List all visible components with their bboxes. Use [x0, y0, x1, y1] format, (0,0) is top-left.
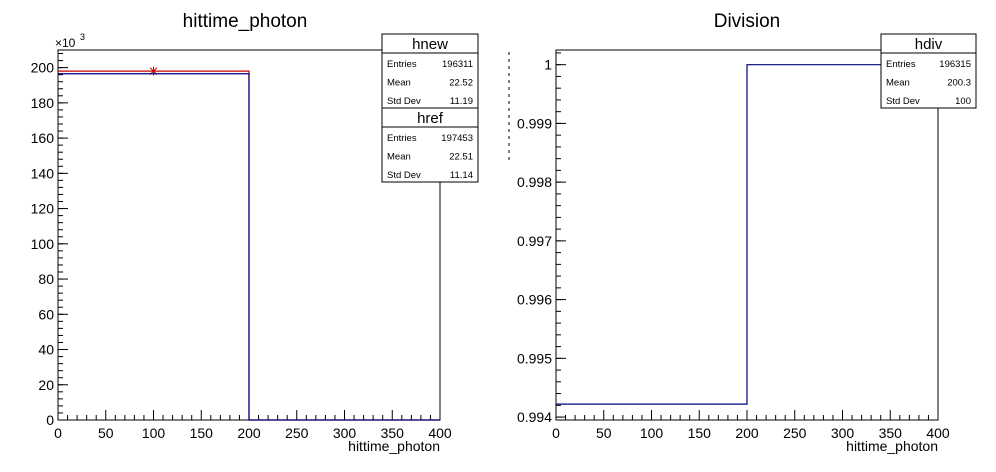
- y-tick-label: 0.994: [517, 409, 552, 425]
- y-tick-label: 0.997: [517, 233, 552, 249]
- x-tick-label: 250: [783, 425, 807, 441]
- stat-box-hnew: hnew Entries 196311 Mean 22.52 Std Dev 11.19: [381, 33, 479, 109]
- stat-label: Mean: [886, 78, 910, 89]
- stat-value: 197453: [441, 133, 473, 144]
- pad-2: Division 0 50 100 150 200 250 300 350 400hittime_…: [517, 11, 977, 454]
- x-tick-label: 150: [190, 425, 214, 441]
- y-tick-label: 120: [31, 201, 55, 217]
- y-tick-label: 40: [38, 342, 54, 358]
- stat-value: 196315: [939, 59, 971, 70]
- x-axis-label: hittime_photon: [846, 438, 938, 454]
- x-tick-label: 0: [54, 425, 62, 441]
- x-tick-label: 350: [879, 425, 903, 441]
- y-tick-label: 80: [38, 271, 54, 287]
- stat-box-title: href: [417, 110, 444, 127]
- x-tick-label: 0: [552, 425, 560, 441]
- stat-label: Mean: [387, 152, 411, 163]
- chart-title: Division: [714, 11, 781, 32]
- stat-label: Std Dev: [387, 170, 421, 181]
- y-tick-label: 140: [31, 165, 55, 181]
- stat-box-title: hdiv: [915, 36, 943, 53]
- x-tick-label: 150: [688, 425, 712, 441]
- x-tick-label: 200: [237, 425, 261, 441]
- stat-label: Std Dev: [886, 96, 920, 107]
- x-tick-label: 50: [596, 425, 612, 441]
- stat-label: Entries: [387, 59, 417, 70]
- stat-label: Mean: [387, 78, 411, 89]
- stat-value: 11.14: [450, 170, 473, 181]
- stat-box-frame: [381, 107, 479, 183]
- y-tick-label: 0.996: [517, 292, 552, 308]
- y-tick-label: 0: [46, 412, 54, 428]
- y-tick-label: 1: [544, 57, 552, 73]
- x-tick-label: 300: [333, 425, 357, 441]
- stat-value: 22.52: [449, 78, 473, 89]
- stat-box-hdiv: hdiv Entries 196315 Mean 200.3 Std Dev 100: [880, 33, 977, 109]
- stat-label: Entries: [886, 59, 916, 70]
- stat-value: 11.19: [450, 96, 473, 107]
- stat-label: Std Dev: [387, 96, 421, 107]
- stat-box-title: hnew: [412, 36, 448, 53]
- x-tick-label: 50: [98, 425, 114, 441]
- y-tick-label: 20: [38, 377, 54, 393]
- y-tick-label: 160: [31, 130, 55, 146]
- stat-value: 200.3: [947, 78, 971, 89]
- y-tick-label: 100: [31, 236, 55, 252]
- y-exponent-power: 3: [80, 32, 85, 42]
- x-tick-label: 400: [926, 425, 950, 441]
- x-tick-label: 200: [735, 425, 759, 441]
- stat-value: 196311: [442, 59, 473, 70]
- stat-label: Entries: [387, 133, 417, 144]
- y-tick-label: 200: [31, 60, 55, 76]
- series-hdiv-line: [556, 64, 938, 405]
- y-tick-label: 0.995: [517, 350, 552, 366]
- y-tick-label: 0.998: [517, 174, 552, 190]
- x-tick-label: 100: [640, 425, 664, 441]
- x-tick-label: 350: [381, 425, 405, 441]
- series-href-line: [58, 73, 440, 421]
- y-exponent-label: ×10: [55, 36, 76, 50]
- x-tick-label: 100: [142, 425, 166, 441]
- stat-box-frame: [381, 33, 479, 109]
- chart-title: hittime_photon: [183, 11, 308, 32]
- y-tick-label: 60: [38, 306, 54, 322]
- x-tick-label: 300: [831, 425, 855, 441]
- x-tick-label: 400: [428, 425, 452, 441]
- x-axis-label: hittime_photon: [348, 438, 440, 454]
- stat-box-frame: [880, 33, 977, 109]
- y-tick-label: 180: [31, 95, 55, 111]
- stat-value: 22.51: [449, 152, 473, 163]
- y-tick-label: 0.999: [517, 115, 552, 131]
- stat-value: 100: [955, 96, 971, 107]
- x-tick-label: 250: [285, 425, 309, 441]
